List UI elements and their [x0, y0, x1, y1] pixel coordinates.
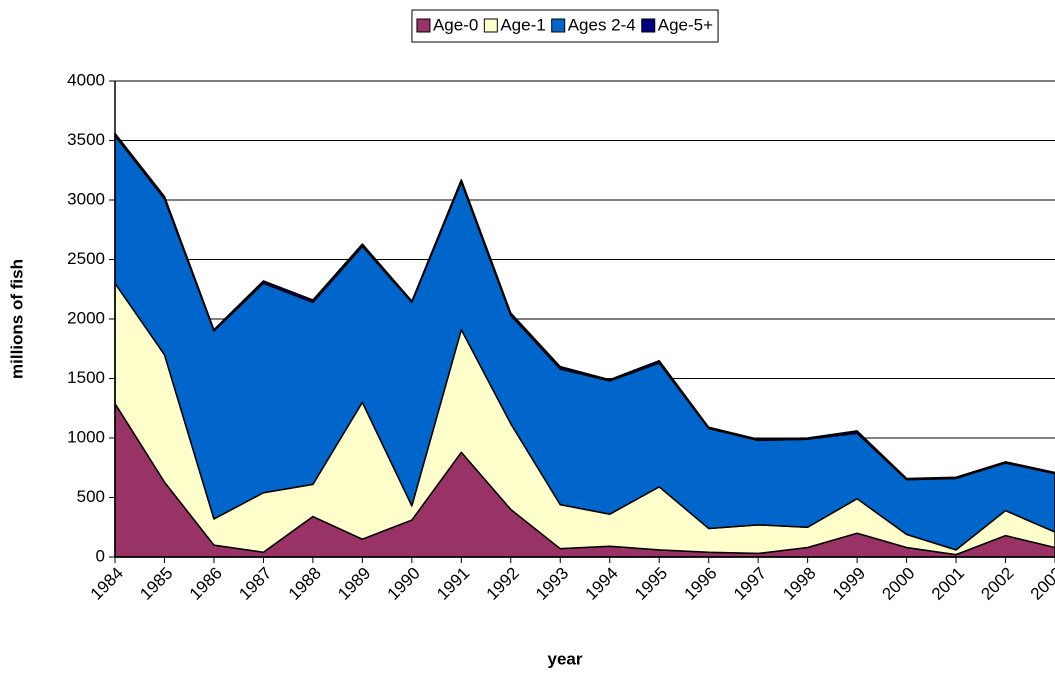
- y-tick-label: 3000: [67, 189, 105, 208]
- x-tick-label: 1997: [730, 564, 770, 604]
- x-tick-label: 1990: [384, 564, 424, 604]
- x-tick-label: 1991: [433, 564, 473, 604]
- x-tick-label: 2000: [878, 564, 918, 604]
- x-tick-label: 1989: [334, 564, 374, 604]
- y-tick-label: 0: [96, 546, 105, 565]
- area: [114, 134, 1055, 551]
- legend-label: Age-1: [500, 15, 545, 34]
- x-tick-label: 1984: [87, 564, 127, 604]
- x-tick-label: 1985: [136, 564, 176, 604]
- x-tick-label: 1988: [285, 564, 325, 604]
- legend-swatch: [416, 18, 431, 33]
- x-tick-label: 2001: [928, 564, 968, 604]
- legend-label: Age-0: [433, 15, 478, 34]
- legend-swatch: [483, 18, 498, 33]
- y-axis-title: millions of fish: [7, 259, 26, 379]
- x-tick-label: 1995: [631, 564, 671, 604]
- legend: Age-0 Age-1 Ages 2-4 Age-5+: [411, 9, 719, 43]
- y-tick-label: 1500: [67, 368, 105, 387]
- y-tick-label: 4000: [67, 70, 105, 89]
- legend-swatch: [551, 18, 566, 33]
- x-tick-label: 1994: [582, 564, 622, 604]
- y-tick-label: 2000: [67, 308, 105, 327]
- area: [114, 132, 1055, 481]
- x-tick-label: 1993: [532, 564, 572, 604]
- x-tick-label: 1987: [235, 564, 275, 604]
- x-tick-label: 2003: [1027, 564, 1055, 604]
- x-tick-label: 1986: [186, 564, 226, 604]
- y-tick-label: 3500: [67, 130, 105, 149]
- x-axis-title: year: [548, 649, 583, 668]
- y-tick-label: 1000: [67, 427, 105, 446]
- legend-label: Age-5+: [658, 15, 713, 34]
- x-tick-label: 2002: [977, 564, 1017, 604]
- x-tick-label: 1998: [779, 564, 819, 604]
- x-tick-label: 1999: [829, 564, 869, 604]
- x-tick-label: 1996: [681, 564, 721, 604]
- x-tick-label: 1992: [483, 564, 523, 604]
- y-tick-label: 2500: [67, 249, 105, 268]
- legend-label: Ages 2-4: [568, 15, 636, 34]
- legend-swatch: [641, 18, 656, 33]
- y-tick-label: 500: [77, 487, 105, 506]
